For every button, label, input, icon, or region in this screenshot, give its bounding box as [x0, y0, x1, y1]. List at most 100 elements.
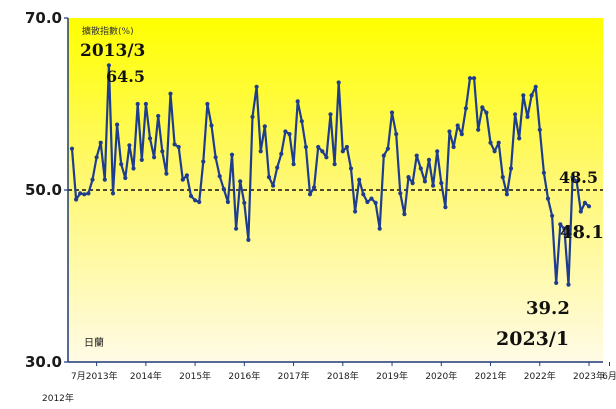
- data-point: [504, 192, 509, 197]
- x-tick-label: 2014年: [130, 370, 162, 382]
- x-tick-label: 7月2013年: [71, 370, 118, 382]
- annotation-low-date: 2023/1: [496, 328, 569, 350]
- x-tick-label: 2018年: [327, 370, 359, 382]
- data-point: [123, 175, 128, 181]
- data-point: [451, 144, 456, 150]
- data-point: [127, 143, 132, 148]
- data-point: [283, 129, 288, 134]
- corner-label: 日蘭: [84, 336, 104, 349]
- data-point: [574, 179, 579, 184]
- data-point: [467, 76, 473, 81]
- x-tick-label: 2016年: [228, 370, 260, 382]
- data-point: [320, 149, 325, 154]
- data-point: [209, 123, 214, 128]
- data-point: [348, 166, 354, 171]
- annotation-low-value: 39.2: [526, 298, 570, 319]
- data-point: [271, 183, 276, 188]
- data-point: [82, 192, 87, 197]
- x-tick-label: 6月: [602, 371, 616, 382]
- data-point: [225, 199, 230, 205]
- data-point: [254, 84, 259, 89]
- legend-label: 擴散指數(%): [82, 25, 134, 37]
- data-point: [402, 212, 407, 217]
- data-point: [410, 181, 415, 186]
- y-tick-label: 50.0: [25, 181, 62, 199]
- data-point: [582, 200, 588, 205]
- data-point: [476, 127, 481, 132]
- data-point: [459, 132, 464, 137]
- data-point: [291, 162, 296, 167]
- data-point: [431, 183, 436, 188]
- data-point: [156, 113, 161, 119]
- data-point: [201, 159, 206, 164]
- data-point: [119, 162, 124, 167]
- data-point: [246, 237, 251, 242]
- data-point: [541, 170, 547, 175]
- data-point: [229, 152, 235, 157]
- annotation-jun-value: 48.1: [560, 222, 604, 243]
- x-tick-label: 2023年: [573, 370, 605, 382]
- data-point: [353, 209, 358, 214]
- data-point: [521, 93, 526, 98]
- y-tick-label: 70.0: [25, 9, 62, 27]
- data-point: [217, 174, 222, 179]
- data-point: [139, 157, 144, 162]
- data-point: [455, 123, 460, 128]
- data-point: [303, 144, 308, 150]
- data-point: [550, 213, 555, 218]
- y-tick-label: 30.0: [25, 353, 62, 371]
- data-point: [488, 140, 493, 145]
- data-point: [312, 185, 317, 190]
- data-point: [238, 179, 243, 184]
- data-point: [307, 192, 313, 197]
- data-point: [463, 106, 468, 111]
- x-tick-label: 2021年: [475, 370, 507, 382]
- data-point: [480, 105, 485, 110]
- data-point: [98, 140, 103, 145]
- data-point: [90, 177, 95, 182]
- data-point: [275, 165, 280, 170]
- data-point: [184, 173, 189, 178]
- data-point: [234, 226, 239, 231]
- data-point: [381, 153, 386, 158]
- data-point: [152, 155, 157, 160]
- data-point: [554, 280, 559, 285]
- series-layer: [69, 63, 592, 287]
- x-tick-label: 2022年: [524, 370, 556, 382]
- data-point: [570, 175, 575, 180]
- data-point: [373, 200, 378, 205]
- data-point: [344, 144, 349, 150]
- data-point: [385, 146, 390, 151]
- data-point: [529, 93, 534, 98]
- data-point: [513, 112, 518, 117]
- data-point: [168, 91, 173, 96]
- data-point: [164, 171, 169, 176]
- data-point: [414, 153, 419, 158]
- data-point: [106, 63, 111, 68]
- data-point: [102, 177, 107, 182]
- data-point: [517, 136, 522, 141]
- data-point: [377, 226, 382, 231]
- data-point: [250, 114, 255, 119]
- data-point: [365, 199, 370, 205]
- data-point: [242, 200, 247, 205]
- data-point: [176, 144, 181, 150]
- annotation-layer: 擴散指數(%) 日蘭 2013/3 64.5 48.5 48.1 39.2 20…: [80, 25, 604, 350]
- data-point: [472, 76, 477, 81]
- axes-layer: 70.0 50.0 30.0 7月2013年 2014年 2015年 2016年 2017年 2…: [25, 9, 616, 404]
- data-point: [193, 198, 198, 203]
- data-point: [86, 191, 91, 196]
- data-point: [160, 149, 165, 154]
- data-point: [492, 149, 497, 154]
- data-point: [115, 122, 120, 127]
- data-point: [443, 205, 448, 210]
- data-point: [316, 144, 321, 150]
- data-point: [135, 101, 140, 107]
- data-point: [398, 191, 403, 196]
- x-tick-label: 2020年: [425, 370, 457, 382]
- data-point: [562, 226, 567, 231]
- data-point: [258, 149, 263, 154]
- data-point: [332, 162, 337, 167]
- data-point: [369, 196, 374, 201]
- data-point: [78, 191, 83, 196]
